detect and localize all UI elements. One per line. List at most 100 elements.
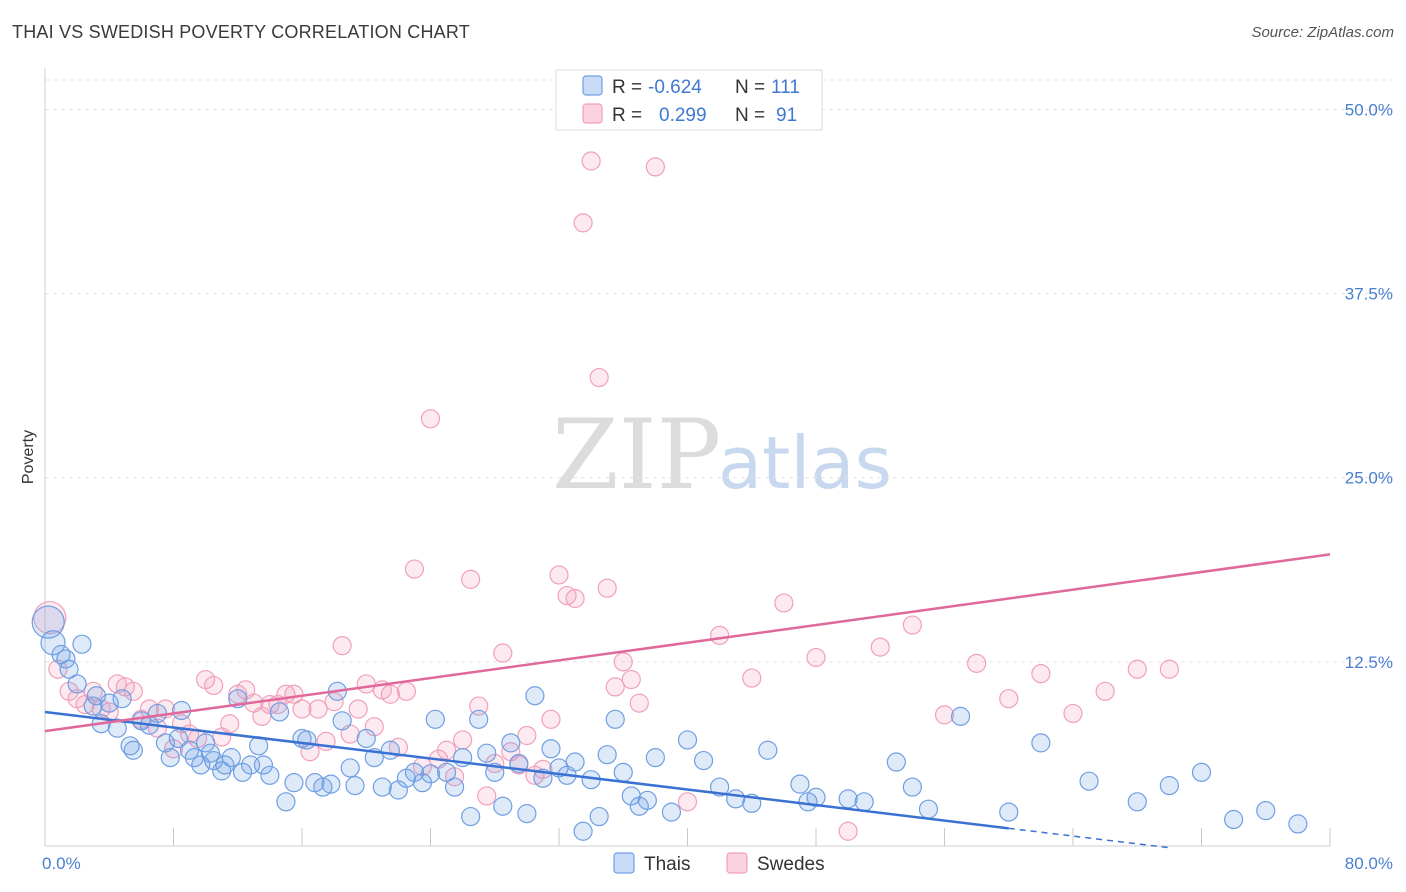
thais-point <box>645 748 665 768</box>
thais-point <box>168 728 188 749</box>
swedes-point <box>806 647 826 668</box>
thais-point <box>565 752 585 772</box>
thais-point <box>501 733 521 753</box>
bottom-legend: Thais Swedes <box>613 852 825 875</box>
x-tick-label-min: 0.0% <box>42 854 81 873</box>
swedes-point <box>621 669 641 690</box>
thais-point <box>420 764 441 784</box>
y-axis-label: Poverty <box>20 430 37 484</box>
thais-point <box>59 659 79 679</box>
swedes-point <box>597 578 617 598</box>
swedes-point <box>677 792 698 812</box>
source-label: Source: ZipAtlas.com <box>1251 24 1394 41</box>
thais-point <box>902 777 922 797</box>
swedes-point <box>420 409 441 429</box>
swedes-point <box>549 565 569 585</box>
thais-point <box>404 762 425 782</box>
thais-point <box>444 777 465 797</box>
thais-point <box>790 774 810 794</box>
swedes-point <box>477 786 497 806</box>
thais-point <box>436 762 457 782</box>
swedes-point <box>356 674 376 694</box>
thais-point <box>332 711 352 731</box>
thais-point <box>345 776 365 796</box>
y-tick-label: 25.0% <box>1345 469 1393 488</box>
thais-point <box>321 774 341 794</box>
swedes-point <box>453 730 473 750</box>
swedes-point <box>1159 659 1179 679</box>
thais-point <box>40 630 66 656</box>
thais-points <box>31 605 1308 841</box>
thais-point <box>1224 809 1244 830</box>
swedes-point <box>870 637 890 657</box>
thais-point <box>461 806 481 827</box>
thais-point <box>477 743 497 763</box>
swedes-trend-line <box>44 553 1331 733</box>
swedes-point <box>204 675 224 696</box>
y-tick-label: 12.5% <box>1345 653 1393 672</box>
thais-point <box>693 750 714 771</box>
swedes-point <box>517 725 537 746</box>
thais-point <box>221 748 241 768</box>
bottom-legend-swatch-swedes <box>726 852 748 874</box>
x-tick-label-max: 80.0% <box>1345 854 1393 873</box>
thais-point <box>525 686 545 706</box>
thais-point <box>215 755 235 775</box>
watermark-zip: ZIP <box>552 399 721 511</box>
thais-point <box>710 777 730 797</box>
thais-point <box>541 739 561 759</box>
thais-point <box>356 728 376 749</box>
legend-r-label-swedes: R = <box>612 105 642 126</box>
thais-point <box>340 758 360 778</box>
swedes-point <box>59 681 79 701</box>
thais-point <box>160 748 180 768</box>
thais-point <box>517 803 537 824</box>
thais-point <box>1127 792 1147 812</box>
bottom-legend-label-swedes: Swedes <box>757 854 825 875</box>
swedes-point <box>404 559 425 579</box>
swedes-point <box>332 636 352 656</box>
swedes-point <box>1127 659 1147 679</box>
thais-point <box>806 787 826 807</box>
swedes-point <box>774 593 794 613</box>
swedes-point <box>1063 703 1083 724</box>
swedes-point <box>461 569 481 589</box>
swedes-point <box>308 699 328 719</box>
thais-point <box>212 761 232 781</box>
swedes-point <box>48 659 68 679</box>
thais-point <box>1031 733 1051 753</box>
thais-point <box>184 748 204 768</box>
swedes-point <box>348 699 368 719</box>
swedes-point <box>1095 681 1115 701</box>
y-tick-label: 37.5% <box>1345 285 1393 304</box>
swedes-point <box>292 699 312 719</box>
swedes-point <box>380 684 400 704</box>
thais-point <box>380 740 400 760</box>
swedes-point <box>493 643 513 663</box>
legend-n-value-swedes: 91 <box>776 105 797 126</box>
thais-point <box>493 796 513 816</box>
thais-trend-line <box>44 710 1009 830</box>
swedes-point <box>123 681 143 701</box>
swedes-point <box>838 821 858 841</box>
thais-point <box>573 821 593 841</box>
thais-point <box>297 730 317 750</box>
thais-point <box>999 802 1019 822</box>
swedes-point <box>220 714 240 734</box>
watermark: ZIP atlas <box>552 399 892 511</box>
thais-point <box>260 765 280 785</box>
swedes-point <box>573 213 593 233</box>
thais-point <box>1256 801 1276 821</box>
swedes-point <box>589 367 609 388</box>
thais-point <box>232 762 253 782</box>
thais-point <box>1079 771 1099 791</box>
swedes-point <box>967 653 987 673</box>
thais-point <box>613 762 633 782</box>
thais-point <box>83 696 103 716</box>
thais-point <box>469 709 489 729</box>
legend-n-label-swedes: N = <box>735 105 765 126</box>
thais-point <box>1159 776 1179 796</box>
thais-point <box>597 745 617 765</box>
swedes-point <box>999 689 1019 709</box>
swedes-point <box>742 668 762 688</box>
